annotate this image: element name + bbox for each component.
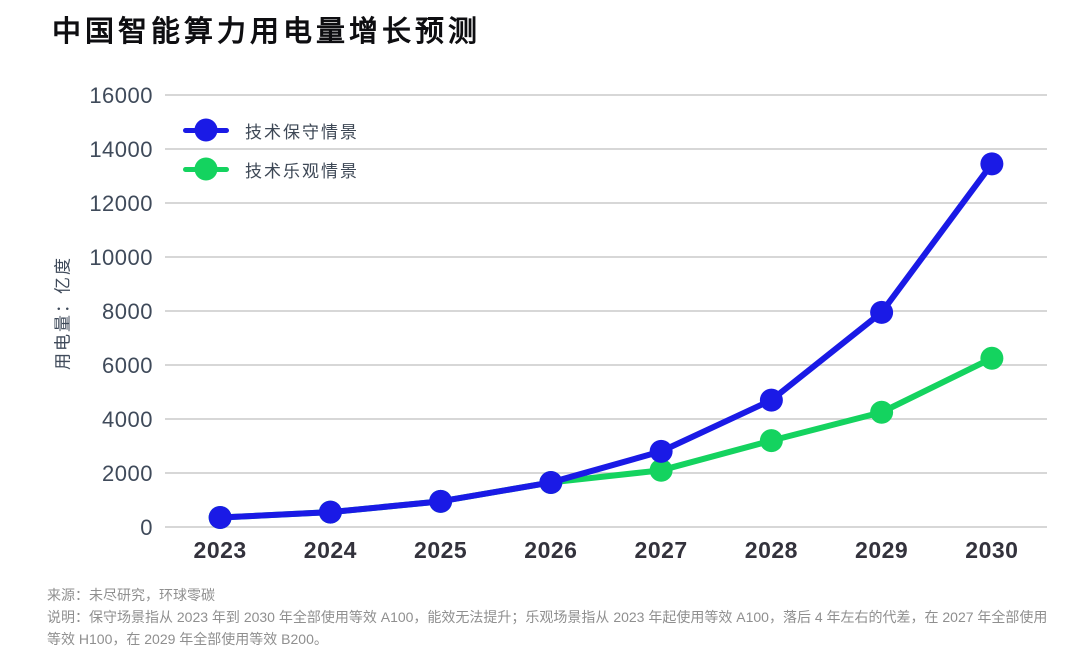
method-note: 说明：保守场景指从 2023 年到 2030 年全部使用等效 A100，能效无法… xyxy=(47,609,1048,647)
legend-item-optimistic: 技术乐观情景 xyxy=(183,156,359,182)
x-tick-label: 2026 xyxy=(524,537,577,563)
series-line-1 xyxy=(217,355,995,521)
data-point-marker-0 xyxy=(429,489,453,513)
y-tick-label: 12000 xyxy=(89,191,153,216)
x-tick-label: 2030 xyxy=(965,537,1018,563)
legend-marker-line-icon xyxy=(183,157,229,181)
data-point-marker-0 xyxy=(649,439,673,463)
x-tick-label: 2025 xyxy=(414,537,467,563)
chart-title: 中国智能算力用电量增长预测 xyxy=(52,16,482,48)
data-point-marker-0 xyxy=(759,388,783,412)
legend-marker-dot-icon xyxy=(194,157,218,181)
x-tick-label: 2028 xyxy=(745,537,798,563)
chart-footer: 来源：未尽研究，环球零碳 说明：保守场景指从 2023 年到 2030 年全部使… xyxy=(47,584,1055,650)
series-line-0 xyxy=(217,160,995,521)
legend-marker-dot-icon xyxy=(194,118,218,142)
y-tick-label: 8000 xyxy=(102,299,153,324)
data-point-marker-1 xyxy=(649,458,673,482)
y-tick-label: 10000 xyxy=(89,245,153,270)
legend-label-optimistic: 技术乐观情景 xyxy=(245,161,359,181)
legend-item-conservative: 技术保守情景 xyxy=(183,117,359,143)
data-point-marker-1 xyxy=(980,346,1004,370)
y-tick-label: 2000 xyxy=(102,461,153,486)
y-tick-label: 6000 xyxy=(102,353,153,378)
legend-marker-line-icon xyxy=(183,118,229,142)
chart-legend: 技术保守情景 技术乐观情景 xyxy=(183,117,359,195)
x-tick-label: 2029 xyxy=(855,537,908,563)
legend-label-conservative: 技术保守情景 xyxy=(245,122,359,142)
data-point-marker-1 xyxy=(759,429,783,453)
data-point-marker-0 xyxy=(318,500,342,524)
data-point-marker-0 xyxy=(870,300,894,324)
source-note: 来源：未尽研究，环球零碳 xyxy=(47,587,215,603)
data-point-marker-0 xyxy=(539,470,563,494)
x-tick-label: 2027 xyxy=(635,537,688,563)
x-tick-label: 2023 xyxy=(194,537,247,563)
x-tick-label: 2024 xyxy=(304,537,357,563)
y-tick-label: 4000 xyxy=(102,407,153,432)
data-point-marker-1 xyxy=(870,400,894,424)
y-tick-label: 0 xyxy=(140,515,153,540)
data-point-marker-0 xyxy=(208,506,232,530)
chart-canvas: 0 2000 4000 6000 8000 10000 12000 14000 16000 202… xyxy=(89,83,1047,563)
y-tick-label: 14000 xyxy=(89,137,153,162)
y-tick-label: 16000 xyxy=(89,83,153,108)
data-point-marker-0 xyxy=(980,152,1004,176)
